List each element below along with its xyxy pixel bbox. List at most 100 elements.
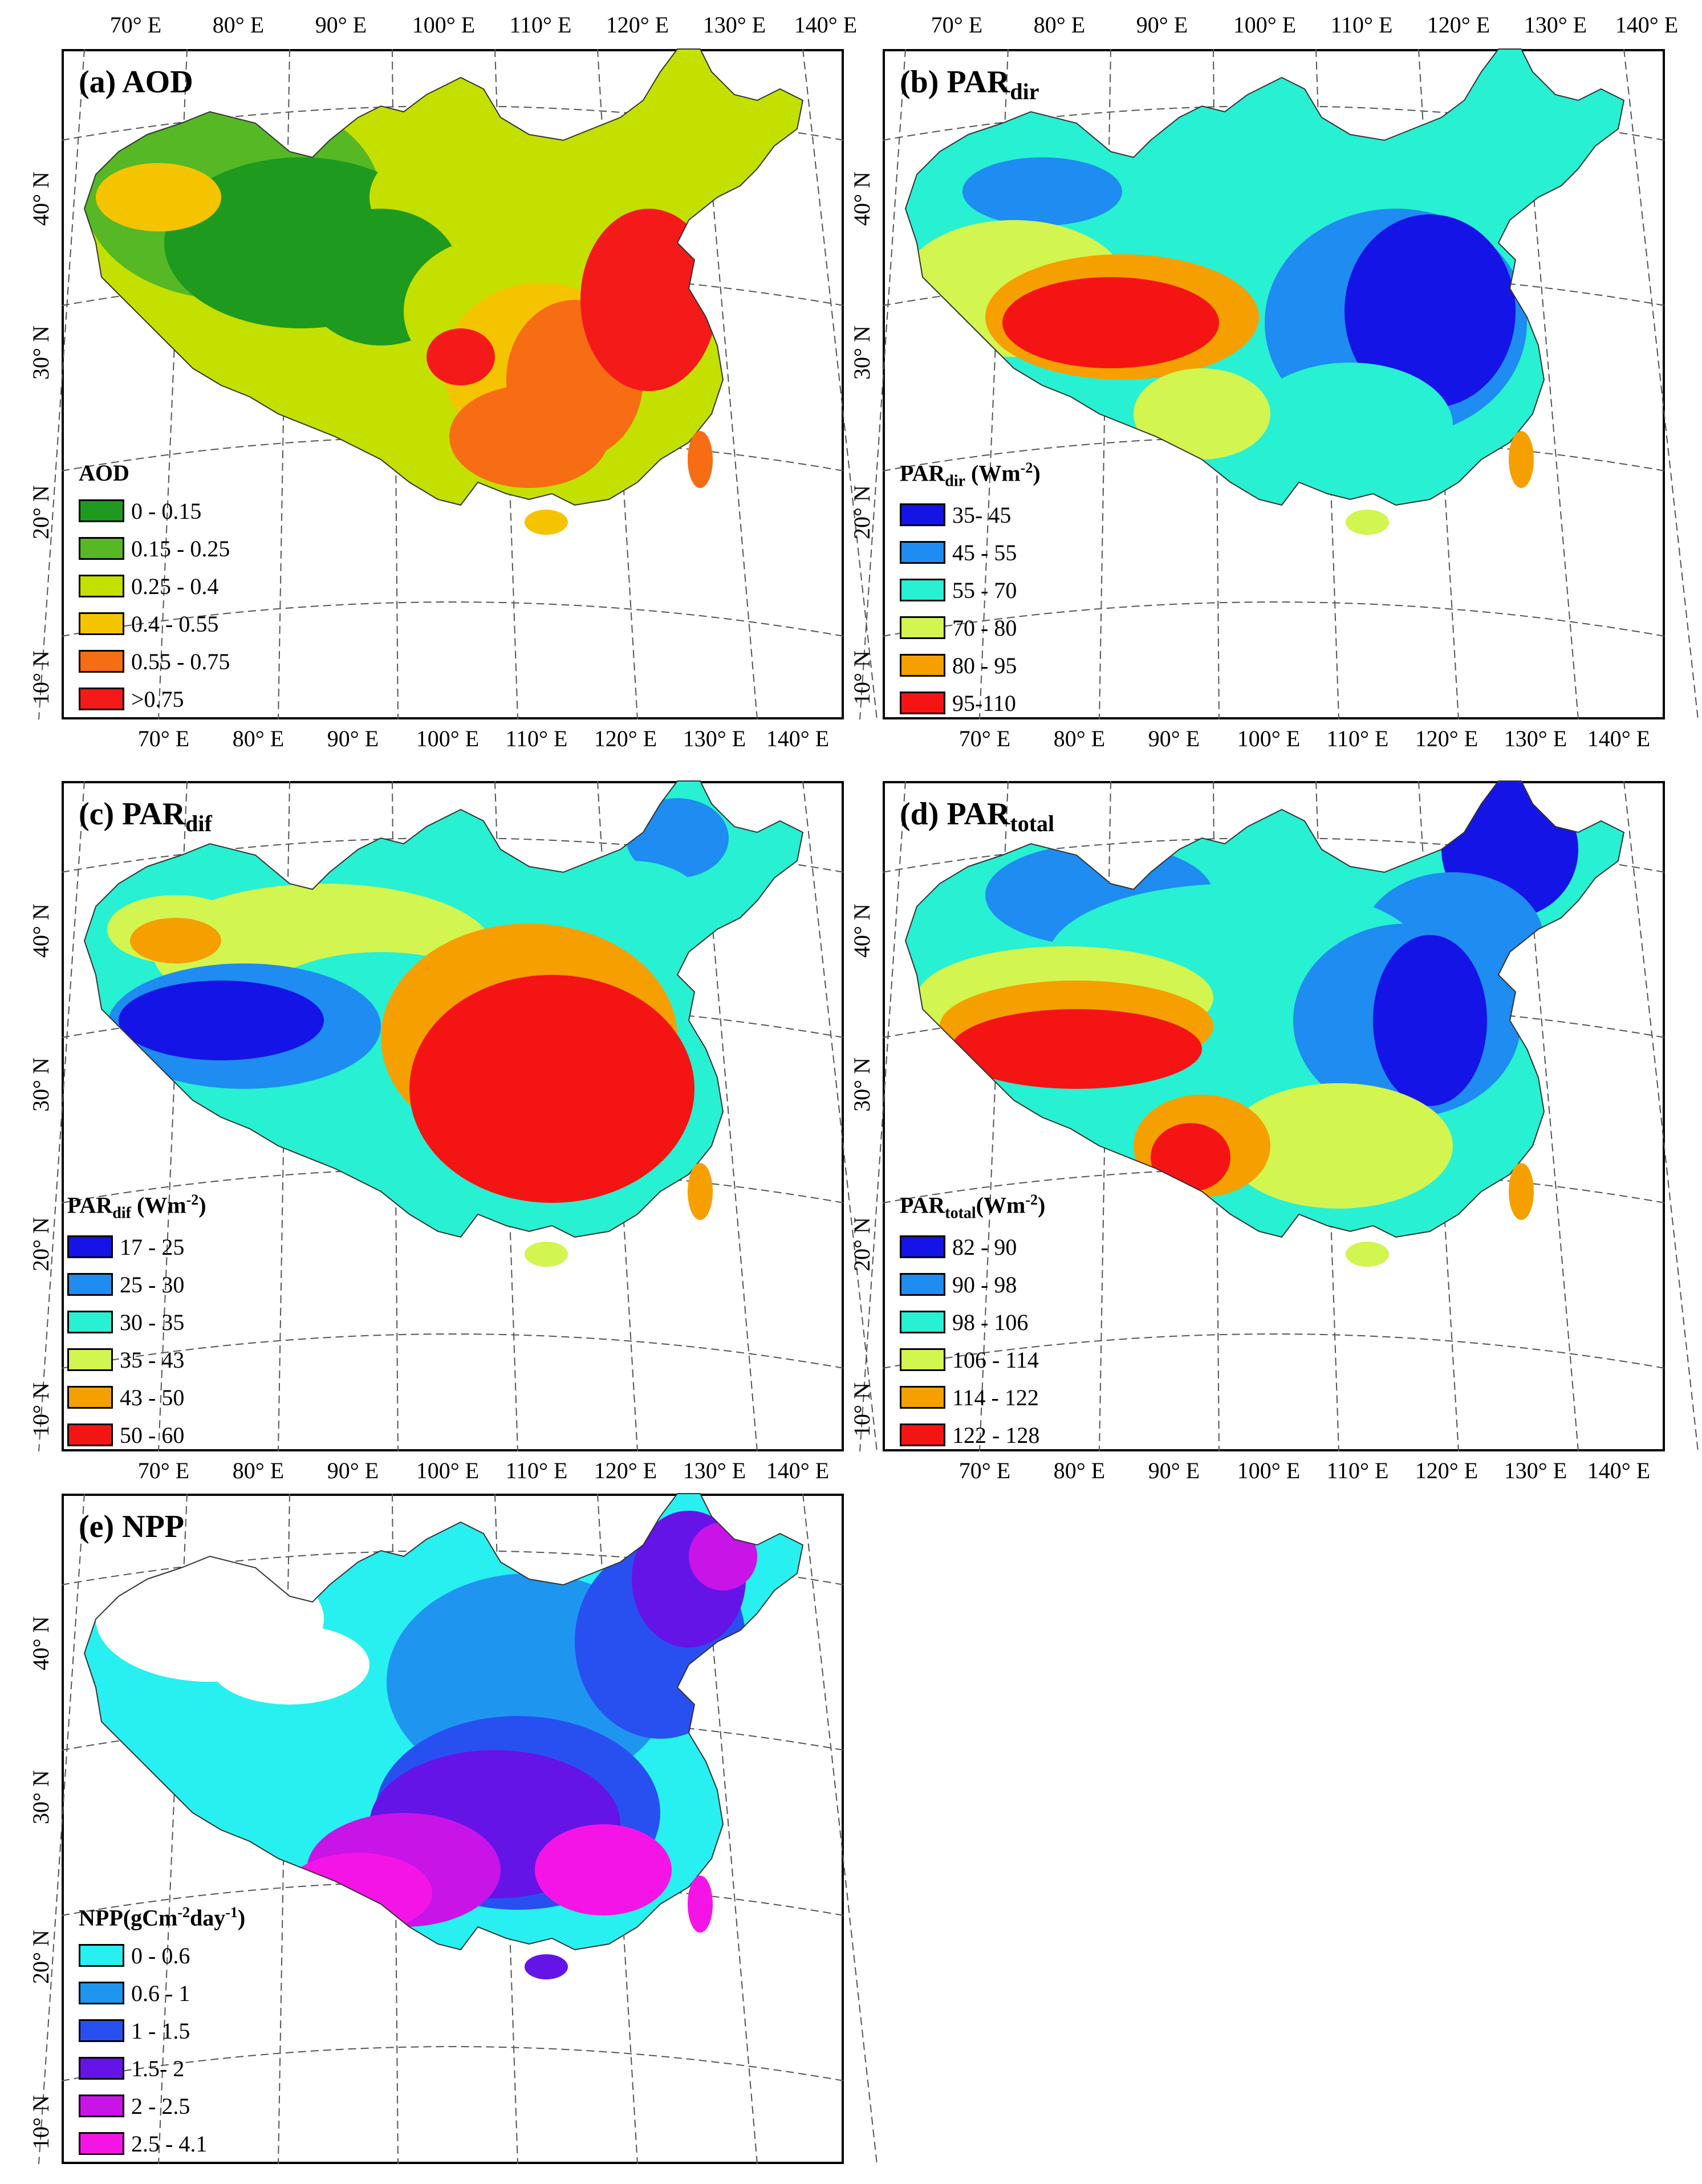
lon-tick-label: 140° E xyxy=(794,12,858,38)
lat-tick-label: 40° N xyxy=(28,1616,54,1670)
lon-tick-label: 140° E xyxy=(1615,12,1679,38)
legend-swatch xyxy=(79,688,124,710)
lon-tick-label: 130° E xyxy=(1504,1458,1567,1483)
lon-tick-label: 80° E xyxy=(1033,12,1086,38)
legend-label: >0.75 xyxy=(131,686,184,712)
legend-swatch xyxy=(79,612,124,635)
lon-tick-label: 130° E xyxy=(683,1458,746,1483)
legend-item: 30 - 35 xyxy=(67,1303,206,1341)
legend-label: 82 - 90 xyxy=(952,1234,1017,1260)
legend-item: 106 - 114 xyxy=(900,1341,1045,1378)
legend-item: 35- 45 xyxy=(900,496,1041,534)
legend-title: PARtotal(Wm-2) xyxy=(900,1191,1046,1222)
legend-item: 82 - 90 xyxy=(900,1228,1045,1266)
legend-label: 45 - 55 xyxy=(952,539,1017,566)
map-par-dir xyxy=(859,48,1699,720)
legend-swatch xyxy=(79,2094,124,2118)
legend-swatch xyxy=(79,2019,124,2043)
legend: AOD 0 - 0.15 0.15 - 0.25 0.25 - 0.4 0.4 - 0… xyxy=(79,459,230,718)
legend-label: 43 - 50 xyxy=(120,1384,185,1410)
legend-label: 1.5- 2 xyxy=(131,2055,185,2081)
legend-label: 0.4 - 0.55 xyxy=(131,611,219,637)
legend: NPP(gCm-2day-1) 0 - 0.6 0.6 - 1 1 - 1.5 1.5… xyxy=(79,1904,245,2162)
legend-swatch xyxy=(79,2132,124,2155)
legend-label: 0.6 - 1 xyxy=(131,1980,190,2006)
lon-tick-label: 100° E xyxy=(416,726,480,751)
lon-tick-label: 140° E xyxy=(1587,726,1651,751)
legend-swatch xyxy=(79,2057,124,2080)
legend-item: 2 - 2.5 xyxy=(79,2087,245,2125)
lon-tick-label: 70° E xyxy=(931,12,983,38)
lon-tick-label: 130° E xyxy=(1504,726,1567,751)
legend-swatch xyxy=(900,1311,945,1334)
lon-tick-label: 90° E xyxy=(315,12,367,38)
legend-swatch xyxy=(79,575,124,597)
lon-tick-label: 120° E xyxy=(606,12,669,38)
lat-tick-label: 20° N xyxy=(28,1930,54,1984)
legend-label: 90 - 98 xyxy=(952,1271,1017,1298)
legend-swatch xyxy=(79,1982,124,2005)
lon-tick-label: 90° E xyxy=(1148,726,1200,751)
lon-tick-label: 70° E xyxy=(137,726,190,751)
map-par-dif xyxy=(38,780,878,1452)
legend-label: 70 - 80 xyxy=(952,615,1017,641)
legend-item: 90 - 98 xyxy=(900,1266,1045,1303)
lat-tick-label: 10° N xyxy=(28,2095,54,2149)
legend-swatch xyxy=(67,1348,113,1372)
lon-tick-label: 120° E xyxy=(1415,1458,1478,1483)
lat-tick-label: 30° N xyxy=(28,1058,54,1112)
map-npp xyxy=(38,1493,878,2165)
legend-label: 0.25 - 0.4 xyxy=(131,573,219,599)
lon-tick-label: 80° E xyxy=(212,12,265,38)
lon-tick-label: 120° E xyxy=(1427,12,1490,38)
legend-item: 43 - 50 xyxy=(67,1378,206,1416)
legend-swatch xyxy=(900,654,945,677)
lon-tick-label: 80° E xyxy=(232,1458,285,1483)
legend-label: 17 - 25 xyxy=(120,1234,185,1260)
lat-tick-label: 20° N xyxy=(849,485,875,539)
lon-tick-label: 100° E xyxy=(1233,12,1297,38)
legend-item: 95-110 xyxy=(900,684,1041,722)
legend-item: 98 - 106 xyxy=(900,1303,1045,1341)
legend-item: 50 - 60 xyxy=(67,1416,206,1454)
legend: PARdif (Wm-2) 17 - 25 25 - 30 30 - 35 35 - … xyxy=(67,1191,206,1454)
legend-label: 95-110 xyxy=(952,690,1016,716)
legend-swatch xyxy=(900,1235,945,1259)
legend-swatch xyxy=(67,1235,113,1259)
lat-tick-label: 10° N xyxy=(849,1382,875,1437)
lat-tick-label: 30° N xyxy=(849,1058,875,1112)
lon-tick-label: 130° E xyxy=(702,12,766,38)
lon-tick-label: 100° E xyxy=(1237,1458,1301,1483)
legend-label: 2 - 2.5 xyxy=(131,2093,190,2119)
legend-title: AOD xyxy=(79,460,129,486)
legend-item: 0.15 - 0.25 xyxy=(79,530,230,567)
legend-swatch xyxy=(900,1273,945,1296)
legend-label: 98 - 106 xyxy=(952,1309,1029,1335)
legend-label: 80 - 95 xyxy=(952,652,1017,678)
lon-tick-label: 80° E xyxy=(1053,726,1106,751)
legend-swatch xyxy=(67,1311,113,1334)
legend-label: 35- 45 xyxy=(952,502,1012,528)
lat-tick-label: 10° N xyxy=(28,650,54,705)
map-aod xyxy=(38,48,878,720)
legend-item: 0.4 - 0.55 xyxy=(79,605,230,642)
lon-tick-label: 110° E xyxy=(509,12,572,38)
lat-tick-label: 30° N xyxy=(28,326,54,380)
legend-swatch xyxy=(67,1424,113,1447)
panel-aod: (a) AOD AOD 0 - 0.15 0.15 - 0.25 0.25 - 0.… xyxy=(38,48,878,720)
legend-label: 25 - 30 xyxy=(120,1271,185,1298)
legend-label: 55 - 70 xyxy=(952,577,1017,603)
lon-tick-label: 70° E xyxy=(109,12,162,38)
lat-tick-label: 30° N xyxy=(849,326,875,380)
legend-swatch xyxy=(900,1386,945,1409)
legend-swatch xyxy=(900,503,945,527)
legend-title: NPP(gCm-2day-1) xyxy=(79,1904,246,1931)
panel-par-dif: (c) PARdif PARdif (Wm-2) 17 - 25 25 - 30 3… xyxy=(38,780,878,1454)
legend-item: 0.25 - 0.4 xyxy=(79,567,230,605)
panel-title: (a) AOD xyxy=(79,64,193,100)
lat-tick-label: 30° N xyxy=(28,1770,54,1824)
lon-tick-label: 80° E xyxy=(1053,1458,1106,1483)
lon-tick-label: 90° E xyxy=(327,726,379,751)
legend-label: 35 - 43 xyxy=(120,1347,185,1373)
legend: PARtotal(Wm-2) 82 - 90 90 - 98 98 - 106 106… xyxy=(900,1191,1045,1454)
